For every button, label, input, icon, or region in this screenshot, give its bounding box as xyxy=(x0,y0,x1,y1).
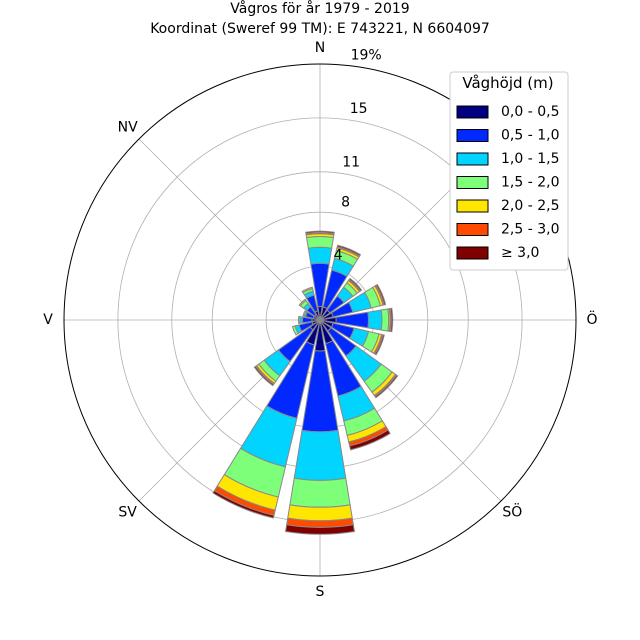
wedge-layer xyxy=(212,230,399,535)
direction-label-n: N xyxy=(315,40,325,56)
wedge-NNV-4 xyxy=(301,286,314,294)
direction-label-s: S xyxy=(316,584,325,600)
wedge-SSV-6 xyxy=(212,490,275,519)
legend-label: ≥ 3,0 xyxy=(501,245,539,261)
ring-label: 11 xyxy=(342,154,360,170)
legend: Våghöjd (m) 0,0 - 0,5 0,5 - 1,0 1,0 - 1,5 1… xyxy=(449,71,569,271)
wedge-SSÖ-6 xyxy=(349,429,391,451)
wedge-V-3 xyxy=(297,315,301,325)
direction-label-o: Ö xyxy=(586,310,597,328)
direction-label-v: V xyxy=(43,312,53,328)
legend-swatch xyxy=(456,105,489,119)
legend-label: 2,5 - 3,0 xyxy=(501,222,559,238)
wedge-VSV-3 xyxy=(291,325,299,336)
wedge-Ö-3 xyxy=(380,308,390,332)
wedge-ÖSÖ-6 xyxy=(374,334,385,356)
wedge-NNÖ-6 xyxy=(336,244,362,257)
wedge-N-2 xyxy=(307,246,333,265)
radial-gridline xyxy=(138,138,321,321)
legend-label: 1,0 - 1,5 xyxy=(501,151,559,167)
wedge-S-6 xyxy=(284,524,356,535)
legend-swatch xyxy=(456,176,489,189)
wedge-S-3 xyxy=(289,477,351,508)
legend-label: 0,5 - 1,0 xyxy=(501,128,559,144)
wedge-S-2 xyxy=(293,429,347,481)
direction-label-so: SÖ xyxy=(502,502,522,520)
outer-ring xyxy=(63,63,577,577)
wedge-S-4 xyxy=(287,504,353,522)
wedge-SV-6 xyxy=(253,365,275,387)
wedge-NV-4 xyxy=(298,298,307,307)
chart-subtitle: Koordinat (Sweref 99 TM): E 743221, N 66… xyxy=(150,21,490,37)
legend-frame xyxy=(449,71,569,271)
legend-swatch xyxy=(456,152,489,166)
wedge-Ö-6 xyxy=(389,307,394,333)
ring-label: 4 xyxy=(334,248,343,264)
ring-label: 15 xyxy=(350,101,368,117)
legend-label: 0,0 - 0,5 xyxy=(501,104,559,120)
legend-label: 1,5 - 2,0 xyxy=(501,175,559,191)
wedge-Ö-2 xyxy=(367,309,383,331)
wedge-N-3 xyxy=(305,235,335,249)
legend-label: 2,0 - 2,5 xyxy=(501,198,559,214)
legend-swatch xyxy=(456,246,489,260)
wedge-N-6 xyxy=(305,230,335,235)
direction-label-nv: NV xyxy=(118,120,138,136)
wedge-NÖ-6 xyxy=(348,277,363,292)
wedge-SÖ-6 xyxy=(374,374,399,399)
ring-label: 19% xyxy=(351,48,382,64)
ring-label: 8 xyxy=(341,194,350,210)
direction-label-sv: SV xyxy=(118,504,137,520)
legend-title: Våghöjd (m) xyxy=(462,74,553,92)
legend-swatch xyxy=(456,129,489,142)
wedge-VNV-3 xyxy=(302,310,307,317)
legend-swatch xyxy=(456,199,489,213)
legend-swatch xyxy=(456,223,489,236)
chart-title: Vågros för år 1979 - 2019 xyxy=(230,0,409,17)
wedge-ÖNÖ-6 xyxy=(375,283,387,306)
